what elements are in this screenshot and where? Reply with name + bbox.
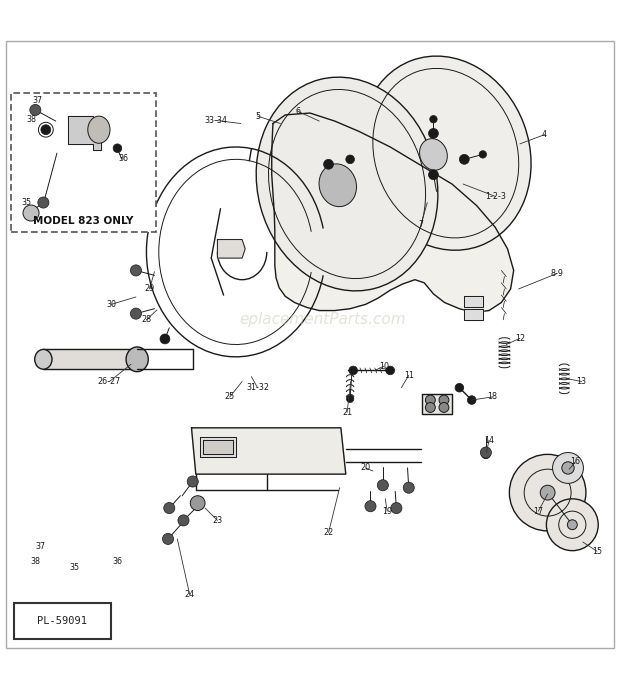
Text: 30: 30 <box>106 300 117 309</box>
Circle shape <box>346 155 355 164</box>
Text: 38: 38 <box>30 557 40 566</box>
Text: 29: 29 <box>144 285 154 294</box>
Ellipse shape <box>319 164 356 207</box>
Circle shape <box>347 395 354 402</box>
Polygon shape <box>218 240 245 258</box>
Text: 31-32: 31-32 <box>246 383 269 392</box>
Polygon shape <box>464 309 483 320</box>
Circle shape <box>190 495 205 511</box>
Circle shape <box>439 395 449 405</box>
Text: 19: 19 <box>382 506 392 515</box>
Text: 12: 12 <box>515 334 525 343</box>
Circle shape <box>187 476 198 487</box>
Circle shape <box>324 159 334 169</box>
Text: 37: 37 <box>35 542 45 551</box>
Text: 22: 22 <box>324 528 334 537</box>
Text: 14: 14 <box>484 435 494 444</box>
Text: 17: 17 <box>533 506 544 515</box>
Text: 15: 15 <box>592 547 602 556</box>
Text: 37: 37 <box>32 96 42 105</box>
Polygon shape <box>422 394 452 413</box>
Circle shape <box>386 366 394 375</box>
Text: 7: 7 <box>418 220 423 229</box>
FancyBboxPatch shape <box>11 93 156 232</box>
Circle shape <box>365 501 376 512</box>
Text: 33-34: 33-34 <box>205 116 228 125</box>
Circle shape <box>391 502 402 513</box>
Circle shape <box>378 480 388 491</box>
Circle shape <box>349 366 358 375</box>
Circle shape <box>160 334 170 344</box>
Polygon shape <box>203 440 233 454</box>
Circle shape <box>425 395 435 405</box>
Circle shape <box>482 450 490 459</box>
Circle shape <box>510 454 586 531</box>
Text: 16: 16 <box>570 457 580 466</box>
Circle shape <box>403 482 414 493</box>
Text: 28: 28 <box>141 316 151 325</box>
Text: 10: 10 <box>379 362 389 371</box>
Circle shape <box>480 447 492 458</box>
Ellipse shape <box>256 77 438 291</box>
Circle shape <box>162 533 174 544</box>
Text: 35: 35 <box>21 198 31 207</box>
Text: 11: 11 <box>404 371 414 380</box>
Text: MODEL 823 ONLY: MODEL 823 ONLY <box>33 216 134 226</box>
Text: 25: 25 <box>224 393 235 402</box>
Ellipse shape <box>420 138 448 170</box>
Text: 26-27: 26-27 <box>98 377 121 386</box>
Text: 4: 4 <box>542 130 547 139</box>
Circle shape <box>30 105 41 116</box>
Circle shape <box>425 402 435 413</box>
Circle shape <box>38 197 49 208</box>
Text: 6: 6 <box>295 107 300 116</box>
Text: 21: 21 <box>342 408 352 417</box>
Circle shape <box>428 128 438 138</box>
Text: 35: 35 <box>69 564 79 573</box>
Ellipse shape <box>35 349 52 369</box>
Text: 18: 18 <box>487 393 497 402</box>
Polygon shape <box>464 296 483 307</box>
Text: 23: 23 <box>213 516 223 525</box>
Circle shape <box>178 515 189 526</box>
Circle shape <box>540 485 555 500</box>
Text: 5: 5 <box>255 112 260 121</box>
Circle shape <box>562 462 574 474</box>
FancyBboxPatch shape <box>14 603 111 639</box>
Text: 8-9: 8-9 <box>551 269 564 278</box>
Circle shape <box>552 453 583 484</box>
Circle shape <box>467 395 476 404</box>
Text: eplacementParts.com: eplacementParts.com <box>239 312 405 327</box>
Ellipse shape <box>126 347 148 371</box>
Polygon shape <box>192 428 346 474</box>
Circle shape <box>130 308 141 319</box>
Circle shape <box>567 520 577 530</box>
Polygon shape <box>43 349 137 369</box>
Text: 1-2-3: 1-2-3 <box>485 192 505 201</box>
Circle shape <box>439 402 449 413</box>
Circle shape <box>455 383 464 392</box>
Polygon shape <box>68 116 102 150</box>
Circle shape <box>546 499 598 551</box>
Polygon shape <box>272 113 514 312</box>
Circle shape <box>113 144 122 152</box>
Polygon shape <box>200 437 236 457</box>
Text: 20: 20 <box>360 464 371 473</box>
Text: 24: 24 <box>185 590 195 599</box>
Circle shape <box>23 205 39 221</box>
Ellipse shape <box>360 56 531 250</box>
Circle shape <box>41 125 51 134</box>
Text: PL-59091: PL-59091 <box>37 616 87 626</box>
Text: 36: 36 <box>112 557 122 566</box>
Circle shape <box>130 265 141 276</box>
Text: 13: 13 <box>577 377 587 386</box>
Circle shape <box>479 151 487 158</box>
Circle shape <box>428 169 438 180</box>
Text: 36: 36 <box>118 154 128 163</box>
Circle shape <box>164 502 175 513</box>
Circle shape <box>459 154 469 164</box>
Circle shape <box>430 116 437 123</box>
Text: 38: 38 <box>26 114 36 124</box>
Ellipse shape <box>88 116 110 143</box>
